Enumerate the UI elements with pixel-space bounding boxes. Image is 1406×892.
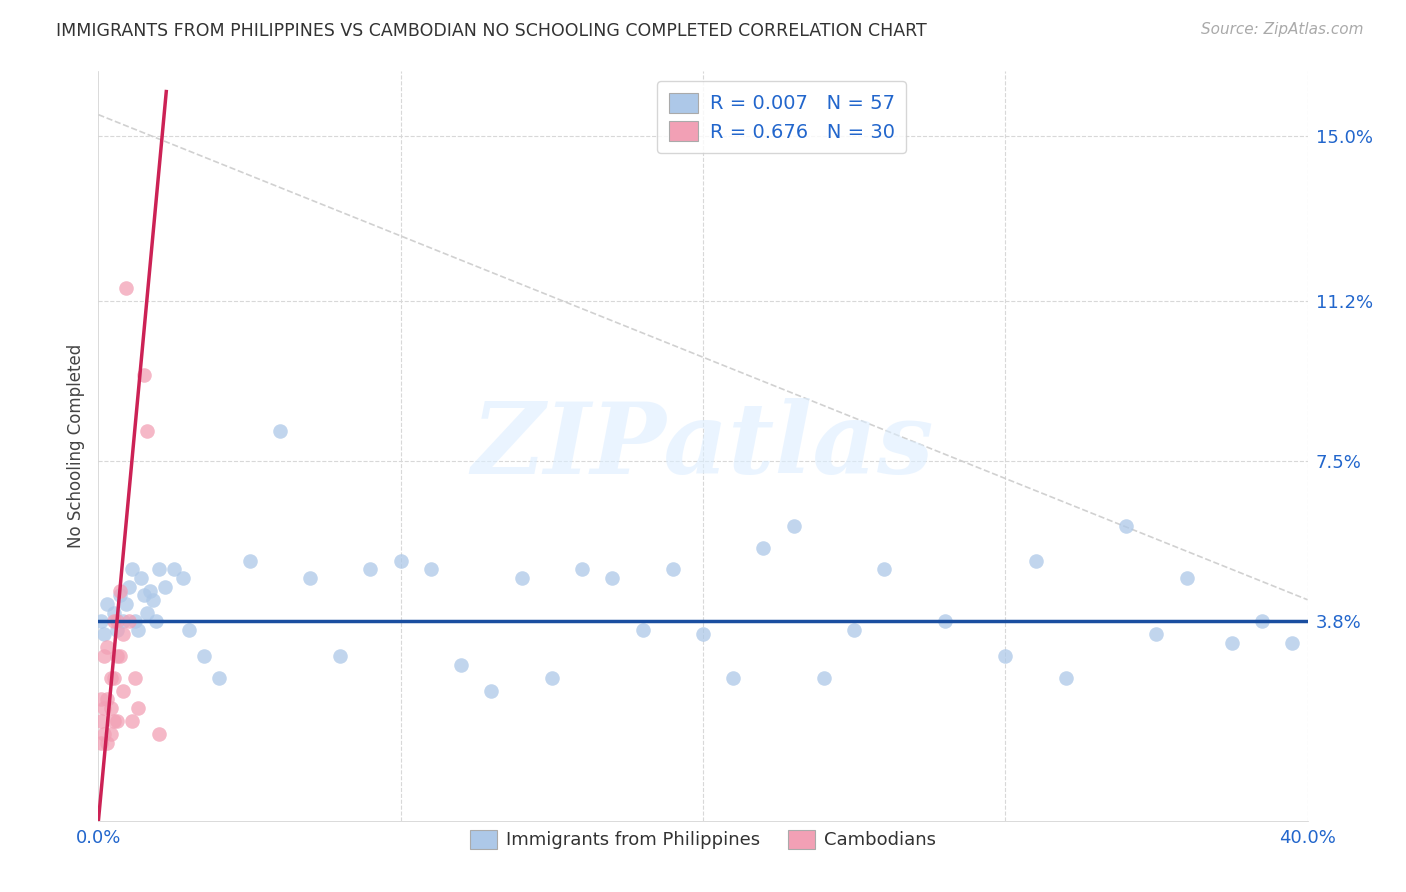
Point [135,424,157,438]
Point [329,648,352,663]
Point [994,648,1017,663]
Point [111,615,134,629]
Point [93,627,115,641]
Point [132,368,155,382]
Point [114,597,136,611]
Point [1054,671,1077,685]
Point [135,606,157,620]
Point [139,584,162,599]
Point [752,541,775,555]
Point [153,580,176,594]
Point [360,562,382,576]
Point [179,623,201,637]
Text: Source: ZipAtlas.com: Source: ZipAtlas.com [1201,22,1364,37]
Point [631,623,654,637]
Point [873,562,896,576]
Text: IMMIGRANTS FROM PHILIPPINES VS CAMBODIAN NO SCHOOLING COMPLETED CORRELATION CHAR: IMMIGRANTS FROM PHILIPPINES VS CAMBODIAN… [56,22,927,40]
Point [813,671,835,685]
Point [105,714,128,728]
Point [163,562,186,576]
Point [90,692,112,706]
Point [105,648,128,663]
Point [96,736,118,750]
Point [540,671,562,685]
Point [129,571,152,585]
Point [105,623,128,637]
Point [103,714,125,728]
Point [127,701,149,715]
Point [111,683,134,698]
Point [96,640,118,655]
Point [90,714,112,728]
Point [1220,636,1243,650]
Point [93,648,115,663]
Point [121,562,143,576]
Point [111,627,134,641]
Point [299,571,322,585]
Point [193,648,215,663]
Point [692,627,714,641]
Point [96,692,118,706]
Point [1175,571,1198,585]
Point [1024,554,1046,568]
Point [1251,615,1274,629]
Point [269,424,291,438]
Point [1144,627,1167,641]
Point [90,736,112,750]
Point [93,701,115,715]
Point [127,623,149,637]
Point [100,701,122,715]
Point [510,571,533,585]
Point [96,597,118,611]
Point [124,615,146,629]
Point [121,714,143,728]
Point [142,592,165,607]
Point [108,584,131,599]
Point [148,727,170,741]
Point [420,562,443,576]
Point [90,615,112,629]
Point [132,589,155,603]
Point [844,623,866,637]
Point [208,671,231,685]
Point [100,727,122,741]
Point [661,562,683,576]
Point [93,727,115,741]
Point [481,683,503,698]
Point [1281,636,1303,650]
Text: ZIPatlas: ZIPatlas [472,398,934,494]
Point [783,519,806,533]
Point [239,554,262,568]
Point [124,671,146,685]
Y-axis label: No Schooling Completed: No Schooling Completed [66,344,84,548]
Point [118,615,141,629]
Point [450,657,472,672]
Point [103,606,125,620]
Point [934,615,956,629]
Point [723,671,745,685]
Point [145,615,167,629]
Point [108,648,131,663]
Point [602,571,624,585]
Point [571,562,593,576]
Point [105,615,128,629]
Point [172,571,194,585]
Point [103,615,125,629]
Point [118,580,141,594]
Point [103,671,125,685]
Point [1115,519,1137,533]
Point [114,281,136,295]
Point [108,589,131,603]
Legend: Immigrants from Philippines, Cambodians: Immigrants from Philippines, Cambodians [463,822,943,856]
Point [100,671,122,685]
Point [148,562,170,576]
Point [389,554,412,568]
